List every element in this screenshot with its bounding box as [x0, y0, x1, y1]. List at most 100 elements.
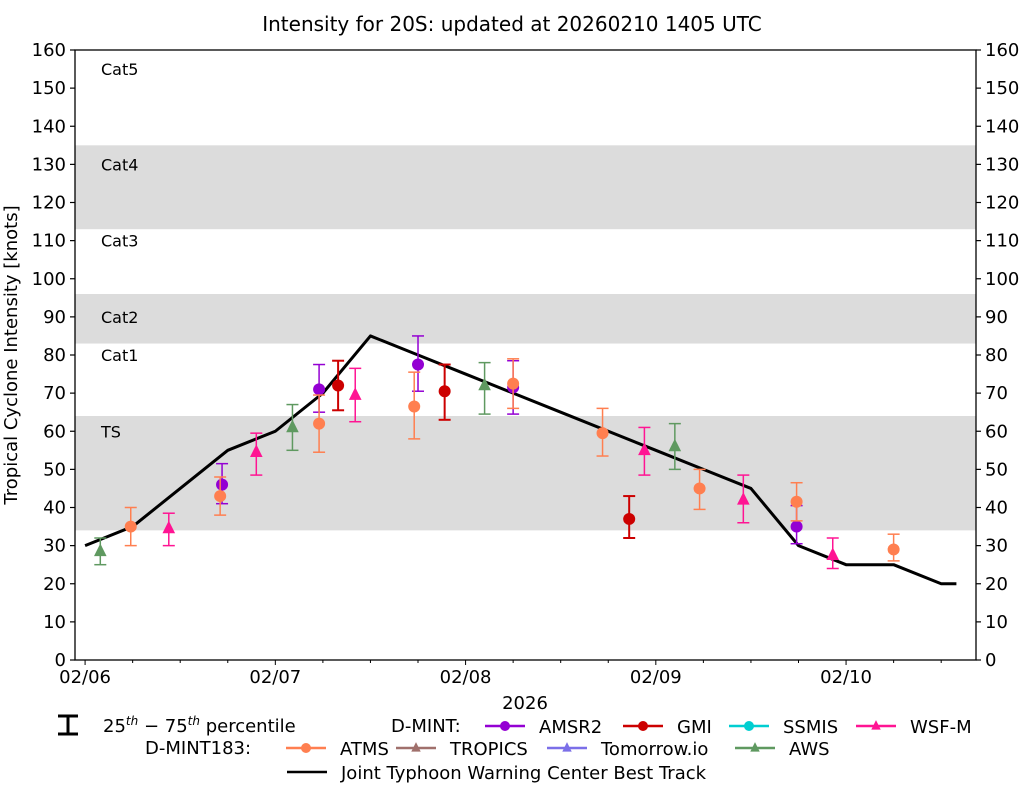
point-atms [693, 482, 706, 495]
legend-marker-amsr2 [500, 721, 510, 731]
legend: 25th − 75th percentile D-MINT: D-MINT183… [58, 714, 972, 784]
legend-marker-tropics [411, 742, 421, 752]
band-ts [75, 416, 976, 531]
legend-label-tomorrow-io: Tomorrow.io [600, 739, 708, 760]
category-bands [75, 145, 976, 531]
legend-group-dmint: D-MINT: [391, 716, 461, 737]
y-tick-label-left: 40 [43, 498, 66, 519]
chart-title: Intensity for 20S: updated at 20260210 1… [262, 12, 762, 36]
legend-marker-wsf-m [871, 720, 881, 730]
y-tick-label-left: 30 [43, 536, 66, 557]
legend-marker-tomorrow-io [562, 742, 572, 752]
y-tick-label-right: 60 [985, 421, 1008, 442]
series-wsf-m [162, 367, 840, 570]
y-tick-label-left: 80 [43, 345, 66, 366]
y-tick-label-left: 110 [32, 231, 66, 252]
y-tick-label-right: 90 [985, 307, 1008, 328]
point-atms [790, 495, 803, 508]
y-tick-label-left: 0 [55, 650, 66, 671]
legend-label-aws: AWS [789, 739, 830, 760]
x-tick-label: 02/10 [820, 667, 872, 688]
best-track-line [84, 334, 957, 586]
legend-entry-ssmis: SSMIS [729, 717, 838, 738]
band-label-ts: TS [100, 422, 121, 441]
y-tick-label-left: 100 [32, 269, 66, 290]
y-tick-label-left: 150 [32, 78, 66, 99]
legend-label-tropics: TROPICS [449, 739, 528, 760]
y-axis-label: Tropical Cyclone Intensity [knots] [1, 205, 22, 505]
y-tick-label-left: 130 [32, 154, 66, 175]
y-tick-label-right: 150 [985, 78, 1019, 99]
percentile-label: 25th − 75th percentile [103, 714, 296, 737]
x-axis-label: 2026 [502, 693, 548, 714]
band-label-cat1: Cat1 [101, 346, 138, 365]
errorbar-icon [58, 714, 78, 736]
legend-marker-gmi [638, 721, 648, 731]
y-tick-label-left: 90 [43, 307, 66, 328]
y-tick-label-right: 70 [985, 383, 1008, 404]
legend-marker-ssmis [744, 721, 754, 731]
y-tick-label-left: 60 [43, 421, 66, 442]
legend-best-track: Joint Typhoon Warning Center Best Track [287, 763, 707, 784]
legend-label-amsr2: AMSR2 [539, 717, 602, 738]
point-gmi [623, 512, 636, 525]
legend-label-gmi: GMI [677, 717, 712, 738]
y-tick-label-left: 50 [43, 459, 66, 480]
point-amsr2 [790, 520, 803, 533]
y-tick-label-right: 20 [985, 574, 1008, 595]
y-tick-label-left: 70 [43, 383, 66, 404]
y-tick-label-left: 120 [32, 193, 66, 214]
series-aws [94, 361, 682, 566]
point-atms [507, 377, 520, 390]
point-atms [214, 490, 227, 503]
legend-entry-tomorrow-io: Tomorrow.io [547, 739, 708, 760]
y-tick-label-right: 40 [985, 498, 1008, 519]
point-atms [887, 543, 900, 556]
point-aws [478, 377, 491, 391]
percentile-legend: 25th − 75th percentile [58, 714, 296, 737]
band-cat4 [75, 145, 976, 230]
legend-label-ssmis: SSMIS [783, 717, 838, 738]
point-aws [94, 543, 107, 557]
plot-frame [74, 49, 977, 661]
x-tick-label: 02/07 [249, 667, 301, 688]
x-tick-label: 02/06 [59, 667, 111, 688]
legend-label-atms: ATMS [340, 739, 389, 760]
y-tick-label-left: 140 [32, 116, 66, 137]
point-wsf-m [162, 520, 176, 534]
legend-entry-gmi: GMI [623, 717, 712, 738]
point-amsr2 [412, 358, 425, 371]
point-gmi [332, 379, 345, 392]
legend-group-dmint183: D-MINT183: [145, 738, 251, 759]
y-tick-label-right: 120 [985, 193, 1019, 214]
series-amsr2 [216, 335, 803, 545]
y-tick-label-right: 110 [985, 231, 1019, 252]
point-wsf-m [348, 387, 362, 400]
band-cat2 [75, 294, 976, 344]
y-tick-label-right: 10 [985, 612, 1008, 633]
y-tick-label-right: 140 [985, 116, 1019, 137]
y-tick-label-right: 50 [985, 459, 1008, 480]
point-atms [313, 417, 326, 430]
point-wsf-m [638, 442, 651, 456]
x-tick-label: 02/08 [440, 667, 492, 688]
point-aws [668, 438, 682, 452]
band-label-cat5: Cat5 [101, 60, 138, 79]
y-tick-label-left: 10 [43, 612, 66, 633]
data-series [94, 335, 900, 570]
point-wsf-m [826, 547, 840, 560]
legend-label-wsf-m: WSF-M [910, 717, 972, 738]
point-aws [286, 419, 299, 433]
legend-entry-amsr2: AMSR2 [485, 717, 602, 738]
y-tick-label-right: 130 [985, 154, 1019, 175]
point-atms [124, 520, 137, 533]
point-amsr2 [216, 478, 229, 491]
band-label-cat2: Cat2 [101, 308, 138, 327]
y-tick-label-left: 160 [32, 40, 66, 61]
y-tick-label-right: 80 [985, 345, 1008, 366]
legend-entry-wsf-m: WSF-M [856, 717, 972, 738]
band-label-cat3: Cat3 [101, 232, 138, 251]
legend-entry-aws: AWS [735, 739, 830, 760]
point-gmi [438, 385, 451, 398]
